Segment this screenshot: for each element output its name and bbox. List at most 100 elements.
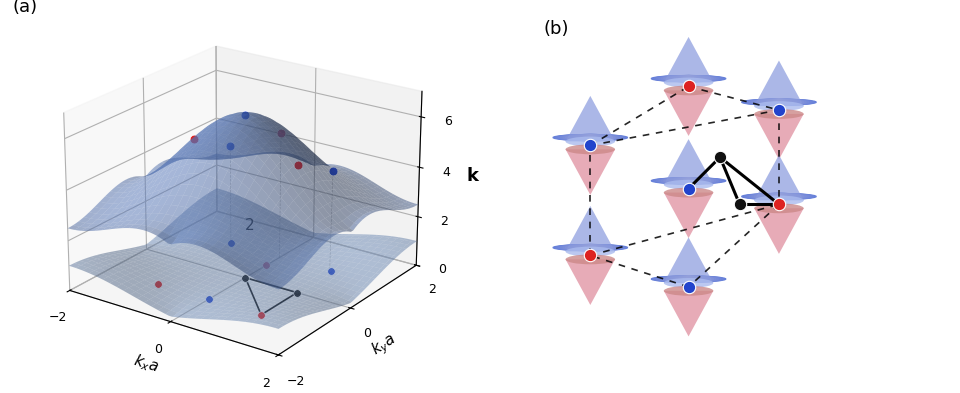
- Ellipse shape: [671, 276, 706, 282]
- Ellipse shape: [565, 136, 615, 146]
- Point: [681, 185, 696, 192]
- Ellipse shape: [755, 195, 804, 205]
- Ellipse shape: [657, 276, 721, 282]
- Ellipse shape: [772, 99, 786, 105]
- Point: [732, 201, 747, 208]
- Ellipse shape: [659, 276, 718, 282]
- Polygon shape: [565, 149, 615, 195]
- Ellipse shape: [657, 178, 721, 184]
- Ellipse shape: [553, 134, 628, 140]
- Ellipse shape: [742, 193, 816, 199]
- Ellipse shape: [663, 75, 713, 81]
- Ellipse shape: [654, 75, 723, 81]
- Ellipse shape: [669, 178, 708, 184]
- Ellipse shape: [671, 178, 706, 184]
- Point: [771, 201, 786, 208]
- Ellipse shape: [659, 178, 718, 184]
- Ellipse shape: [682, 276, 696, 282]
- Ellipse shape: [558, 244, 622, 251]
- Ellipse shape: [565, 134, 615, 140]
- Ellipse shape: [759, 193, 799, 199]
- Ellipse shape: [674, 276, 704, 282]
- Polygon shape: [663, 291, 713, 336]
- Ellipse shape: [747, 193, 811, 199]
- Ellipse shape: [679, 276, 699, 282]
- Ellipse shape: [674, 178, 704, 184]
- Ellipse shape: [669, 276, 708, 282]
- Point: [712, 154, 728, 160]
- Ellipse shape: [774, 193, 784, 199]
- Ellipse shape: [777, 193, 781, 199]
- Ellipse shape: [666, 276, 710, 282]
- Ellipse shape: [755, 101, 804, 111]
- Polygon shape: [755, 155, 804, 200]
- Ellipse shape: [686, 276, 691, 282]
- Ellipse shape: [652, 75, 726, 81]
- Ellipse shape: [581, 134, 600, 140]
- Ellipse shape: [663, 286, 713, 296]
- Polygon shape: [663, 139, 713, 185]
- Ellipse shape: [663, 77, 713, 87]
- Ellipse shape: [578, 244, 603, 251]
- Ellipse shape: [570, 244, 611, 251]
- Text: (b): (b): [543, 20, 568, 38]
- Ellipse shape: [565, 255, 615, 264]
- Ellipse shape: [663, 276, 713, 282]
- Ellipse shape: [561, 134, 620, 140]
- Ellipse shape: [564, 134, 617, 140]
- Ellipse shape: [663, 187, 713, 197]
- Ellipse shape: [752, 99, 806, 105]
- Y-axis label: $k_y a$: $k_y a$: [368, 329, 400, 361]
- Ellipse shape: [583, 134, 598, 140]
- Ellipse shape: [663, 85, 713, 95]
- Ellipse shape: [570, 134, 611, 140]
- Point: [583, 142, 598, 149]
- Ellipse shape: [676, 75, 701, 81]
- Ellipse shape: [561, 244, 620, 251]
- Ellipse shape: [755, 99, 804, 105]
- Ellipse shape: [671, 75, 706, 81]
- Ellipse shape: [686, 178, 691, 184]
- Ellipse shape: [575, 134, 605, 140]
- Ellipse shape: [761, 193, 796, 199]
- Text: (a): (a): [12, 0, 37, 16]
- Ellipse shape: [586, 244, 595, 251]
- Polygon shape: [663, 37, 713, 83]
- Polygon shape: [755, 114, 804, 160]
- Ellipse shape: [767, 193, 791, 199]
- Ellipse shape: [769, 193, 789, 199]
- Polygon shape: [565, 96, 615, 141]
- Point: [681, 83, 696, 90]
- Ellipse shape: [556, 244, 625, 251]
- Ellipse shape: [742, 99, 816, 105]
- Ellipse shape: [679, 75, 699, 81]
- Ellipse shape: [756, 193, 802, 199]
- Ellipse shape: [772, 193, 786, 199]
- X-axis label: $k_x a$: $k_x a$: [132, 351, 161, 377]
- Ellipse shape: [684, 276, 693, 282]
- Ellipse shape: [755, 204, 804, 213]
- Point: [771, 107, 786, 113]
- Ellipse shape: [657, 75, 721, 81]
- Ellipse shape: [654, 178, 723, 184]
- Polygon shape: [755, 208, 804, 254]
- Ellipse shape: [686, 75, 691, 81]
- Ellipse shape: [682, 75, 696, 81]
- Ellipse shape: [669, 75, 708, 81]
- Ellipse shape: [573, 244, 608, 251]
- Ellipse shape: [583, 244, 598, 251]
- Ellipse shape: [565, 244, 615, 251]
- Ellipse shape: [759, 99, 799, 105]
- Ellipse shape: [661, 75, 716, 81]
- Ellipse shape: [767, 99, 791, 105]
- Ellipse shape: [564, 244, 617, 251]
- Ellipse shape: [755, 109, 804, 119]
- Ellipse shape: [744, 193, 814, 199]
- Ellipse shape: [777, 99, 781, 105]
- Ellipse shape: [661, 276, 716, 282]
- Ellipse shape: [684, 75, 693, 81]
- Ellipse shape: [586, 134, 595, 140]
- Ellipse shape: [565, 144, 615, 154]
- Ellipse shape: [558, 134, 622, 140]
- Ellipse shape: [661, 178, 716, 184]
